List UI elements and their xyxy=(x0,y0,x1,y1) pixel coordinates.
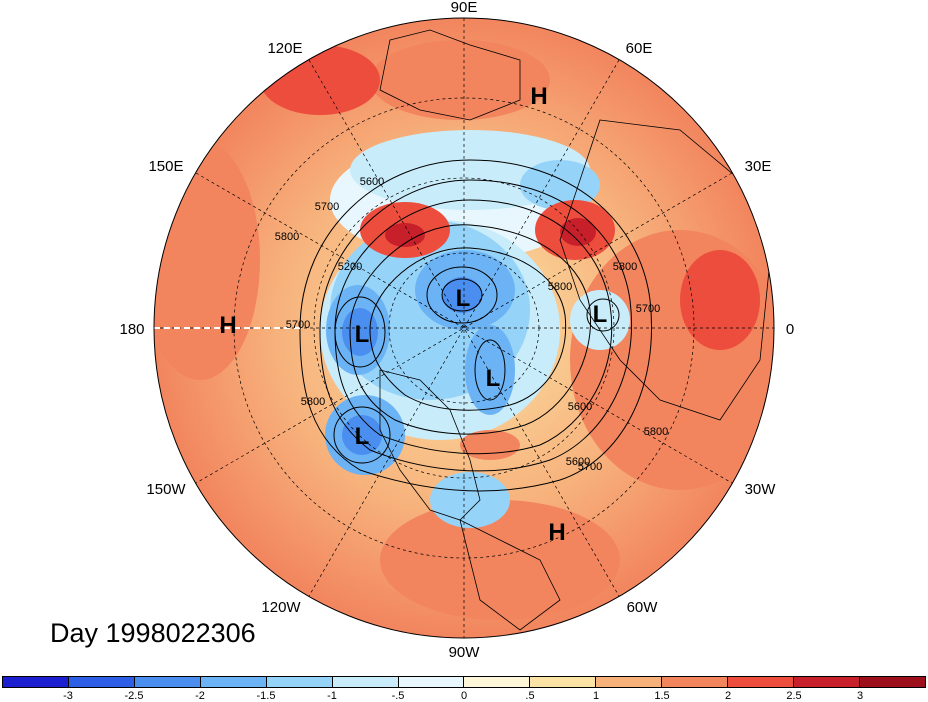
longitude-label: 150E xyxy=(148,158,183,175)
temperature-anomaly-field xyxy=(154,18,774,638)
colorbar-segment xyxy=(3,677,69,687)
height-contours xyxy=(299,159,652,492)
contour-label: 5200 xyxy=(338,261,362,273)
colorbar-tick-label: -.5 xyxy=(391,690,405,702)
longitude-label: 90E xyxy=(451,0,478,16)
colorbar-tick-label: .5 xyxy=(525,690,535,702)
contour-label: 5800 xyxy=(275,231,299,243)
colorbar-tick-label: -3 xyxy=(63,690,73,702)
colorbar-segment xyxy=(398,677,465,687)
colorbar-segment xyxy=(200,677,267,687)
longitude-label: 60W xyxy=(627,599,659,616)
colorbar-tick-label: 2.5 xyxy=(786,690,802,702)
colorbar-segment xyxy=(332,677,399,687)
longitude-label: 0 xyxy=(786,321,794,338)
longitude-label: 60E xyxy=(626,40,653,57)
contour-label: 5700 xyxy=(286,319,310,331)
longitude-label: 90W xyxy=(449,644,481,661)
colorbar-tick-label: 0 xyxy=(460,690,468,702)
colorbar-segment xyxy=(794,677,860,687)
high-pressure-marker: H xyxy=(548,519,565,546)
colorbar-segment xyxy=(134,677,201,687)
colorbar-tick-label: -2 xyxy=(195,690,205,702)
colorbar-segment xyxy=(266,677,333,687)
colorbar-tick-label: -1 xyxy=(327,690,337,702)
longitude-label: 120W xyxy=(261,599,301,616)
colorbar-tick-label: 1 xyxy=(592,690,600,702)
contour-label: 5600 xyxy=(360,176,384,188)
longitude-label: 30W xyxy=(745,481,777,498)
colorbar-tick-label: 1.5 xyxy=(654,690,670,702)
high-pressure-marker: H xyxy=(219,312,236,339)
colorbar-tick-labels: -3 -2.5 -2 -1.5 -1 -.5 0 .5 1 1.5 2 2.5 3 xyxy=(0,690,928,702)
contour-label: 5600 xyxy=(568,401,592,413)
low-pressure-marker: L xyxy=(486,365,501,392)
contour-label: 5800 xyxy=(613,261,637,273)
colorbar-tick-label: -2.5 xyxy=(124,690,144,702)
colorbar-segment xyxy=(728,677,795,687)
map-boundary xyxy=(153,17,775,639)
contour-label: 5700 xyxy=(636,303,660,315)
high-pressure-marker: H xyxy=(530,83,547,110)
colorbar-tick-label: 3 xyxy=(856,690,864,702)
low-pressure-marker: L xyxy=(456,285,471,312)
colorbar-segment xyxy=(596,677,663,687)
date-label: Day 1998022306 xyxy=(50,618,256,648)
colorbar-segment xyxy=(859,677,925,687)
longitude-label: 120E xyxy=(267,40,302,57)
low-pressure-marker: L xyxy=(355,321,370,348)
contour-label: 5700 xyxy=(315,201,339,213)
low-pressure-marker: L xyxy=(593,301,608,328)
contour-label: 5700 xyxy=(578,461,602,473)
low-pressure-marker: L xyxy=(355,423,370,450)
colorbar xyxy=(2,676,926,688)
colorbar-segment xyxy=(68,677,135,687)
longitude-label: 30E xyxy=(745,158,772,175)
colorbar-tick-label: 2 xyxy=(724,690,732,702)
contour-label: 5800 xyxy=(644,426,668,438)
colorbar-tick-label: -1.5 xyxy=(256,690,276,702)
longitude-label: 150W xyxy=(146,481,186,498)
contour-label: 5600 xyxy=(566,456,590,468)
contour-label: 5800 xyxy=(301,396,325,408)
longitude-label: 180 xyxy=(119,321,144,338)
colorbar-segment xyxy=(662,677,729,687)
contour-label: 5800 xyxy=(548,281,572,293)
colorbar-segment xyxy=(464,677,531,687)
colorbar-segment xyxy=(530,677,597,687)
